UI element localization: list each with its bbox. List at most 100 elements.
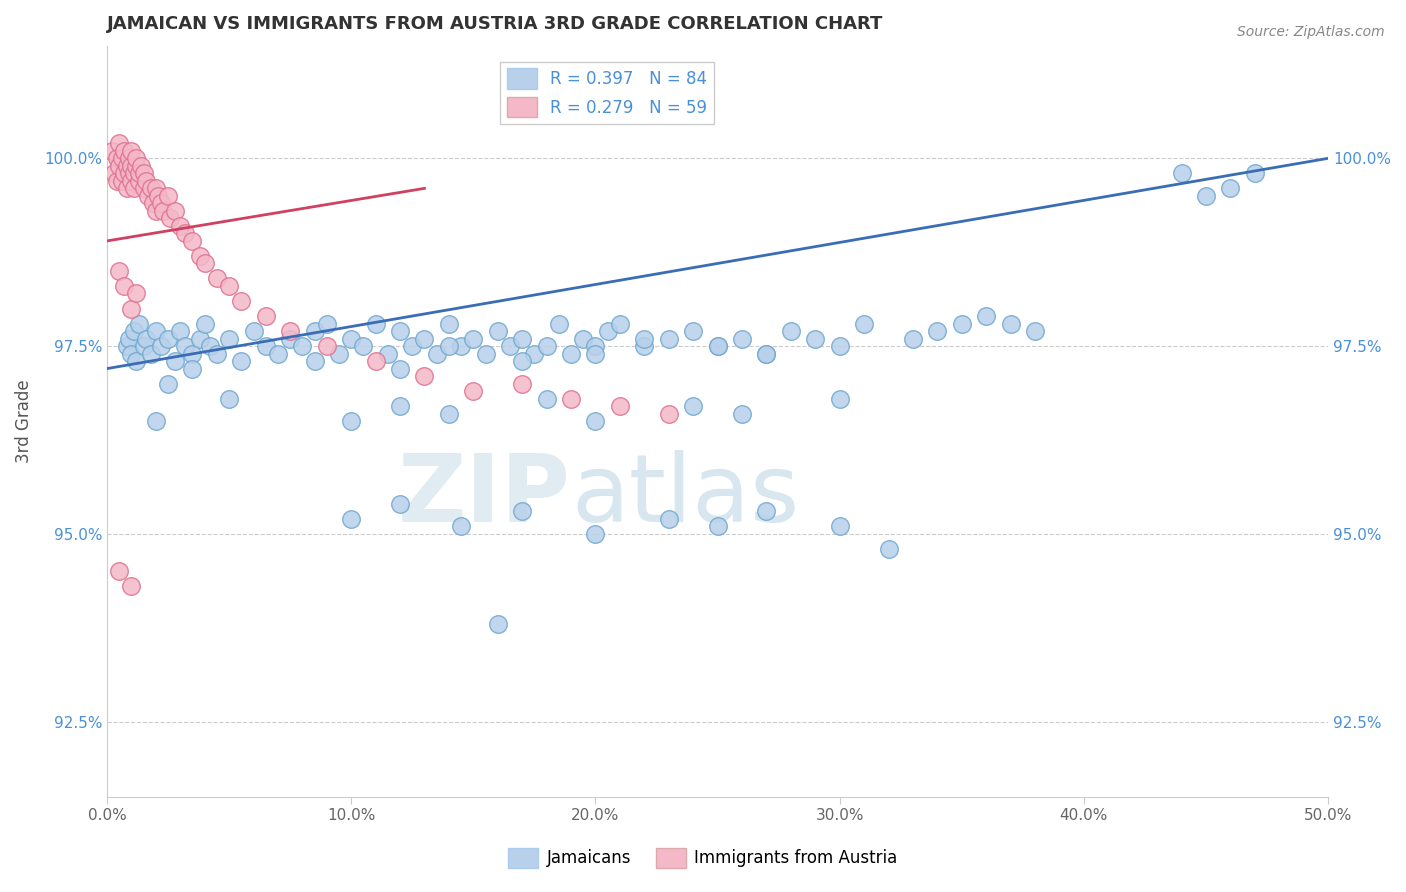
Point bbox=[108, 264, 131, 278]
Point bbox=[901, 332, 924, 346]
Point bbox=[609, 399, 631, 413]
Point bbox=[315, 317, 337, 331]
Point bbox=[169, 324, 191, 338]
Point bbox=[572, 332, 595, 346]
Point bbox=[254, 339, 277, 353]
Point bbox=[118, 151, 141, 165]
Point bbox=[278, 332, 301, 346]
Point bbox=[706, 519, 728, 533]
Point bbox=[389, 497, 412, 511]
Point bbox=[706, 339, 728, 353]
Point bbox=[112, 279, 135, 293]
Point bbox=[139, 346, 162, 360]
Point bbox=[149, 196, 172, 211]
Point bbox=[145, 203, 167, 218]
Point bbox=[231, 354, 253, 368]
Point bbox=[560, 392, 582, 406]
Point bbox=[828, 339, 851, 353]
Point bbox=[927, 324, 949, 338]
Point bbox=[148, 189, 170, 203]
Point bbox=[950, 317, 973, 331]
Point bbox=[389, 399, 412, 413]
Point bbox=[1219, 181, 1241, 195]
Point bbox=[120, 144, 142, 158]
Text: JAMAICAN VS IMMIGRANTS FROM AUSTRIA 3RD GRADE CORRELATION CHART: JAMAICAN VS IMMIGRANTS FROM AUSTRIA 3RD … bbox=[107, 15, 883, 33]
Point bbox=[103, 166, 125, 180]
Point bbox=[1000, 317, 1022, 331]
Point bbox=[115, 159, 138, 173]
Point bbox=[132, 166, 155, 180]
Point bbox=[231, 293, 253, 308]
Point bbox=[105, 151, 128, 165]
Point bbox=[128, 174, 150, 188]
Point bbox=[205, 346, 228, 360]
Point bbox=[218, 332, 240, 346]
Point bbox=[804, 332, 827, 346]
Point bbox=[463, 332, 485, 346]
Point bbox=[583, 346, 606, 360]
Point bbox=[198, 339, 221, 353]
Point bbox=[755, 504, 778, 518]
Point bbox=[364, 317, 387, 331]
Point bbox=[437, 407, 460, 421]
Point bbox=[510, 354, 533, 368]
Point bbox=[118, 166, 141, 180]
Point bbox=[510, 332, 533, 346]
Point bbox=[340, 332, 363, 346]
Point bbox=[125, 354, 148, 368]
Point bbox=[125, 159, 148, 173]
Point bbox=[596, 324, 619, 338]
Point bbox=[165, 354, 187, 368]
Point bbox=[401, 339, 423, 353]
Point bbox=[132, 339, 155, 353]
Point bbox=[583, 339, 606, 353]
Point bbox=[145, 324, 167, 338]
Point bbox=[112, 144, 135, 158]
Point bbox=[437, 317, 460, 331]
Point bbox=[120, 301, 142, 316]
Point bbox=[188, 249, 211, 263]
Point bbox=[523, 346, 546, 360]
Point bbox=[974, 309, 997, 323]
Point bbox=[731, 332, 754, 346]
Point bbox=[267, 346, 290, 360]
Point bbox=[547, 317, 569, 331]
Point bbox=[486, 324, 509, 338]
Point bbox=[609, 317, 631, 331]
Point bbox=[157, 376, 180, 391]
Legend: R = 0.397   N = 84, R = 0.279   N = 59: R = 0.397 N = 84, R = 0.279 N = 59 bbox=[501, 62, 714, 124]
Point bbox=[755, 346, 778, 360]
Point bbox=[135, 332, 157, 346]
Point bbox=[108, 565, 131, 579]
Point bbox=[828, 392, 851, 406]
Point bbox=[682, 324, 704, 338]
Text: atlas: atlas bbox=[571, 450, 799, 542]
Point bbox=[115, 181, 138, 195]
Point bbox=[1170, 166, 1192, 180]
Point bbox=[328, 346, 350, 360]
Point bbox=[254, 309, 277, 323]
Point bbox=[682, 399, 704, 413]
Text: ZIP: ZIP bbox=[398, 450, 571, 542]
Point bbox=[120, 174, 142, 188]
Point bbox=[218, 392, 240, 406]
Point bbox=[633, 332, 655, 346]
Point bbox=[120, 346, 142, 360]
Point bbox=[242, 324, 264, 338]
Point bbox=[174, 227, 197, 241]
Point bbox=[122, 324, 145, 338]
Point bbox=[706, 339, 728, 353]
Point bbox=[122, 166, 145, 180]
Point bbox=[377, 346, 399, 360]
Point bbox=[474, 346, 496, 360]
Point bbox=[755, 346, 778, 360]
Point bbox=[389, 361, 412, 376]
Y-axis label: 3rd Grade: 3rd Grade bbox=[15, 379, 32, 463]
Point bbox=[122, 181, 145, 195]
Point bbox=[108, 159, 131, 173]
Point bbox=[853, 317, 876, 331]
Point bbox=[132, 181, 155, 195]
Point bbox=[145, 414, 167, 428]
Point bbox=[658, 512, 681, 526]
Point bbox=[583, 526, 606, 541]
